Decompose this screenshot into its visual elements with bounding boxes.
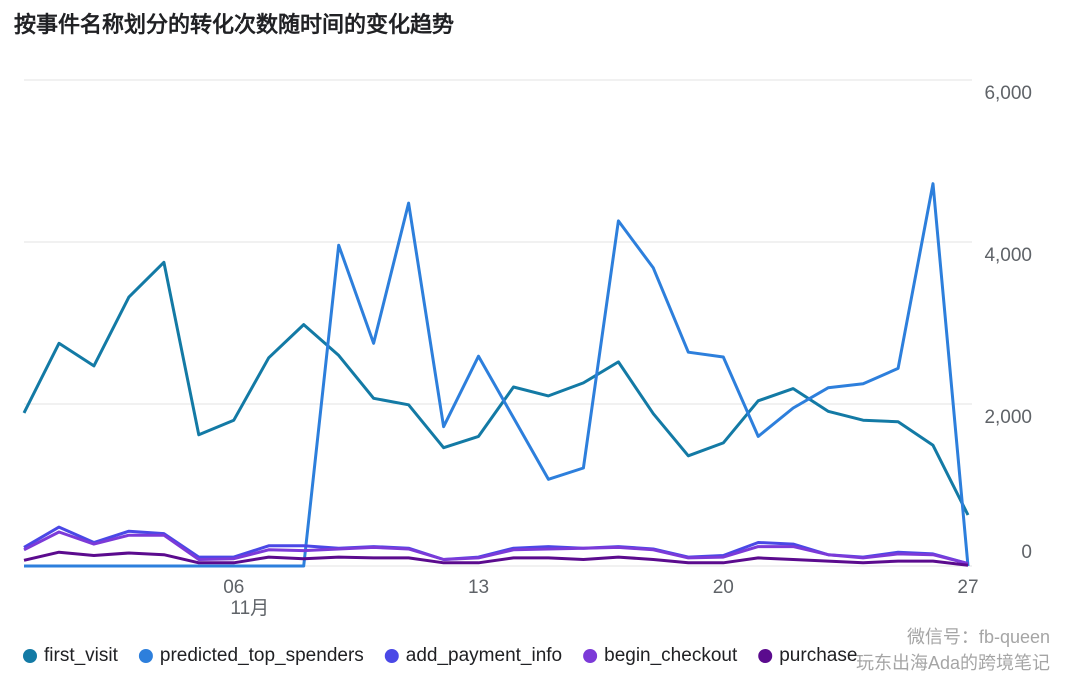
x-tick-label: 13 <box>468 577 489 598</box>
y-tick-label: 6,000 <box>984 83 1032 104</box>
series-line <box>23 530 969 566</box>
y-tick-label: 4,000 <box>984 245 1032 266</box>
y-tick-label: 0 <box>1021 542 1032 563</box>
watermark: 微信号：fb-queen <box>907 627 1050 647</box>
legend-label: begin_checkout <box>604 645 738 666</box>
legend-label: first_visit <box>44 645 119 666</box>
x-tick-label: 06 <box>223 577 244 598</box>
x-tick-label: 20 <box>713 577 734 598</box>
y-tick-label: 2,000 <box>984 407 1032 428</box>
legend-swatch <box>583 649 598 663</box>
series-line <box>24 182 970 568</box>
series-line <box>23 550 969 567</box>
series-line <box>22 260 970 516</box>
legend-swatch <box>138 649 153 663</box>
x-sublabel: 11月 <box>230 598 269 619</box>
watermark: 玩东出海Ada的跨境笔记 <box>856 653 1050 673</box>
chart-title: 按事件名称划分的转化次数随时间的变化趋势 <box>14 12 454 37</box>
legend-label: add_payment_info <box>406 645 562 666</box>
legend-swatch <box>23 649 37 663</box>
legend-swatch <box>758 649 773 663</box>
legend-swatch <box>384 649 399 663</box>
legend-label: purchase <box>779 645 857 666</box>
series-line <box>23 525 969 566</box>
legend-label: predicted_top_spenders <box>160 645 364 666</box>
x-tick-label: 27 <box>957 577 978 598</box>
